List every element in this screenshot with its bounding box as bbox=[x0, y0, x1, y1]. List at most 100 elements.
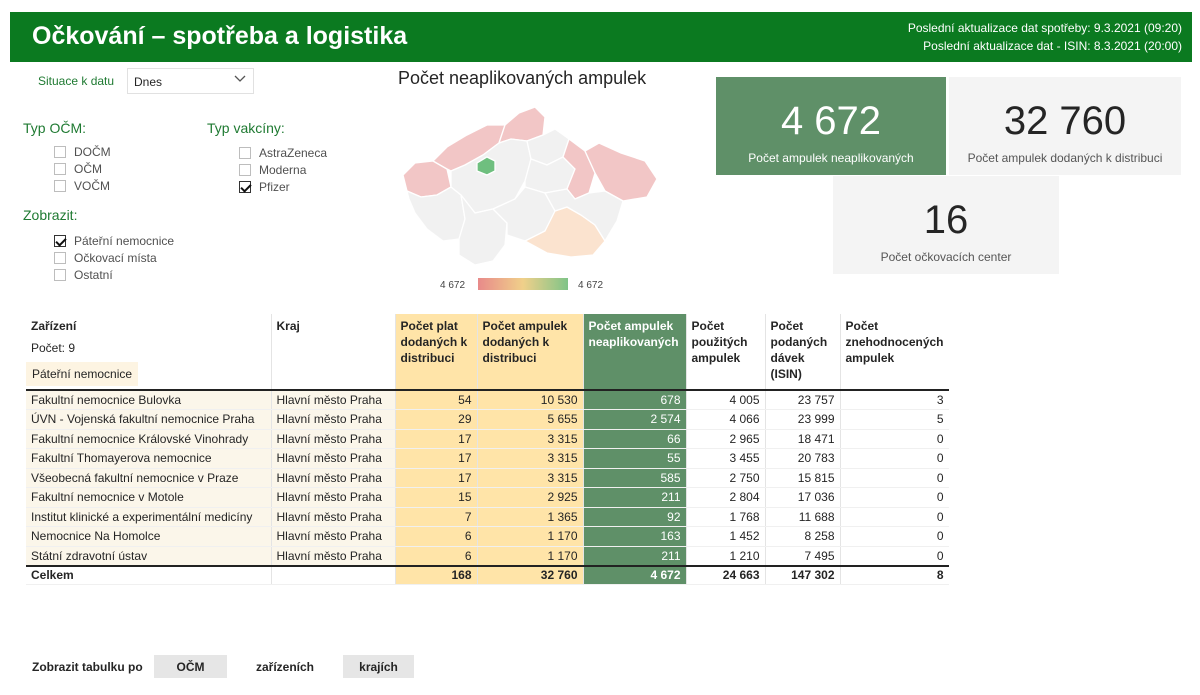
cell-ampulek: 1 170 bbox=[477, 546, 584, 566]
update-isin-text: Poslední aktualizace dat - ISIN: 8.3.202… bbox=[923, 39, 1182, 53]
vakcina-option-pfizer[interactable]: Pfizer bbox=[239, 179, 290, 195]
cell-neaplikovanych: 585 bbox=[583, 468, 687, 488]
option-label: Pfizer bbox=[259, 180, 290, 194]
column-header-neaplikovanych[interactable]: Počet ampulek neaplikovaných bbox=[583, 314, 687, 390]
total-kraj bbox=[271, 565, 396, 585]
option-label: OČM bbox=[74, 162, 102, 176]
situace-dropdown[interactable]: Dnes bbox=[127, 68, 254, 94]
checkbox[interactable] bbox=[54, 163, 66, 175]
cell-zarizeni: Institut klinické a experimentální medic… bbox=[26, 507, 272, 527]
option-label: VOČM bbox=[74, 179, 110, 193]
region-praha[interactable] bbox=[476, 156, 496, 176]
table-row[interactable]: Fakultní Thomayerova nemocnice Hlavní měs… bbox=[26, 448, 949, 469]
cell-ampulek: 10 530 bbox=[477, 390, 584, 410]
column-header-ampulek[interactable]: Počet ampulek dodaných k distribuci bbox=[477, 314, 584, 390]
cell-neaplikovanych: 211 bbox=[583, 546, 687, 566]
situace-label: Situace k datu bbox=[38, 74, 115, 88]
view-by-ocm-button[interactable]: OČM bbox=[154, 655, 227, 678]
checkbox[interactable] bbox=[239, 147, 251, 159]
vakcina-option-moderna[interactable]: Moderna bbox=[239, 162, 306, 178]
checkbox[interactable] bbox=[54, 252, 66, 264]
table-row[interactable]: Fakultní nemocnice Královské Vinohrady Hl… bbox=[26, 429, 949, 449]
region-plzensky[interactable] bbox=[406, 186, 466, 242]
ocm-option-vocm[interactable]: VOČM bbox=[54, 178, 110, 194]
table-row[interactable]: ÚVN - Vojenská fakultní nemocnice Praha H… bbox=[26, 409, 949, 430]
cell-neaplikovanych: 66 bbox=[583, 429, 687, 449]
checkbox[interactable] bbox=[54, 269, 66, 281]
kpi-card-center: 16 Počet očkovacích center bbox=[833, 176, 1059, 274]
cell-ampulek: 2 925 bbox=[477, 487, 584, 508]
cell-pouzitych: 2 965 bbox=[686, 429, 766, 449]
cell-zarizeni: Fakultní nemocnice Královské Vinohrady bbox=[26, 429, 272, 449]
table-total-row: Celkem 168 32 760 4 672 24 663 147 302 8 bbox=[26, 565, 949, 585]
view-by-zarizeni-button[interactable]: zařízeních bbox=[242, 655, 328, 678]
total-podanych: 147 302 bbox=[765, 565, 841, 585]
checkbox[interactable] bbox=[239, 164, 251, 176]
cell-plat: 7 bbox=[395, 507, 478, 527]
table-row[interactable]: Všeobecná fakultní nemocnice v Praze Hlav… bbox=[26, 468, 949, 488]
typ-ocm-label: Typ OČM: bbox=[23, 120, 87, 136]
zobrazit-option-paterni[interactable]: Páteřní nemocnice bbox=[54, 233, 174, 249]
cell-neaplikovanych: 678 bbox=[583, 390, 687, 410]
cell-podanych: 15 815 bbox=[765, 468, 841, 488]
total-neaplikovanych: 4 672 bbox=[583, 565, 687, 585]
ocm-option-ocm[interactable]: OČM bbox=[54, 161, 102, 177]
ocm-option-docm[interactable]: DOČM bbox=[54, 144, 111, 160]
checkbox-checked[interactable] bbox=[54, 235, 66, 247]
column-header-zarizeni[interactable]: Zařízení Počet: 9 Páteřní nemocnice bbox=[26, 314, 272, 390]
region-zlinsky[interactable] bbox=[543, 188, 624, 243]
option-label: Očkovací místa bbox=[74, 251, 157, 265]
cell-podanych: 7 495 bbox=[765, 546, 841, 566]
cell-podanych: 18 471 bbox=[765, 429, 841, 449]
total-label: Celkem bbox=[26, 565, 272, 585]
column-header-pouzitych[interactable]: Počet použitých ampulek bbox=[686, 314, 766, 390]
column-header-podanych[interactable]: Počet podaných dávek (ISIN) bbox=[765, 314, 841, 390]
table-row[interactable]: Fakultní nemocnice Bulovka Hlavní město P… bbox=[26, 390, 949, 410]
czech-regions-map[interactable] bbox=[395, 95, 665, 270]
column-header-znehodnocenych[interactable]: Počet znehodnocených ampulek bbox=[845, 319, 944, 365]
kpi-value: 32 760 bbox=[1003, 99, 1127, 143]
map-legend: 4 672 4 672 bbox=[440, 276, 620, 294]
cell-znehodnocenych: 0 bbox=[840, 429, 949, 449]
cell-plat: 6 bbox=[395, 546, 478, 566]
legend-max: 4 672 bbox=[578, 280, 604, 291]
cell-znehodnocenych: 0 bbox=[840, 507, 949, 527]
total-ampulek: 32 760 bbox=[477, 565, 584, 585]
cell-kraj: Hlavní město Praha bbox=[271, 429, 396, 449]
view-by-kraje-button[interactable]: krajích bbox=[343, 655, 414, 678]
cell-pouzitych: 1 210 bbox=[686, 546, 766, 566]
cell-kraj: Hlavní město Praha bbox=[271, 546, 396, 566]
zobrazit-option-ockovaci[interactable]: Očkovací místa bbox=[54, 250, 157, 266]
zobrazit-option-ostatni[interactable]: Ostatní bbox=[54, 267, 113, 283]
option-label: Páteřní nemocnice bbox=[74, 234, 175, 248]
table-row[interactable]: Fakultní nemocnice v Motole Hlavní město … bbox=[26, 487, 949, 508]
table-row[interactable]: Státní zdravotní ústav Hlavní město Praha… bbox=[26, 546, 949, 566]
table-row[interactable]: Institut klinické a experimentální medic… bbox=[26, 507, 949, 527]
cell-neaplikovanych: 55 bbox=[583, 448, 687, 469]
cell-podanych: 17 036 bbox=[765, 487, 841, 508]
table-row[interactable]: Nemocnice Na Homolce Hlavní město Praha 6 1… bbox=[26, 526, 949, 547]
cell-podanych: 11 688 bbox=[765, 507, 841, 527]
cell-kraj: Hlavní město Praha bbox=[271, 487, 396, 508]
cell-ampulek: 3 315 bbox=[477, 429, 584, 449]
vakcina-option-astrazeneca[interactable]: AstraZeneca bbox=[239, 145, 327, 161]
checkbox[interactable] bbox=[54, 146, 66, 158]
cell-znehodnocenych: 3 bbox=[840, 390, 949, 410]
cell-kraj: Hlavní město Praha bbox=[271, 409, 396, 430]
cell-plat: 15 bbox=[395, 487, 478, 508]
header-label: Zařízení bbox=[31, 319, 77, 333]
column-header-plat[interactable]: Počet plat dodaných k distribuci bbox=[395, 314, 478, 390]
checkbox-checked[interactable] bbox=[239, 181, 251, 193]
option-label: Moderna bbox=[259, 163, 307, 177]
cell-zarizeni: Fakultní nemocnice v Motole bbox=[26, 487, 272, 508]
cell-podanych: 23 757 bbox=[765, 390, 841, 410]
cell-plat: 17 bbox=[395, 448, 478, 469]
column-header-kraj[interactable]: Kraj bbox=[271, 314, 396, 390]
zobrazit-label: Zobrazit: bbox=[23, 207, 78, 223]
checkbox[interactable] bbox=[54, 180, 66, 192]
cell-podanych: 8 258 bbox=[765, 526, 841, 547]
region-moravskoslezsky[interactable] bbox=[584, 142, 658, 202]
cell-neaplikovanych: 211 bbox=[583, 487, 687, 508]
cell-pouzitych: 2 804 bbox=[686, 487, 766, 508]
chevron-down-icon bbox=[233, 71, 247, 88]
